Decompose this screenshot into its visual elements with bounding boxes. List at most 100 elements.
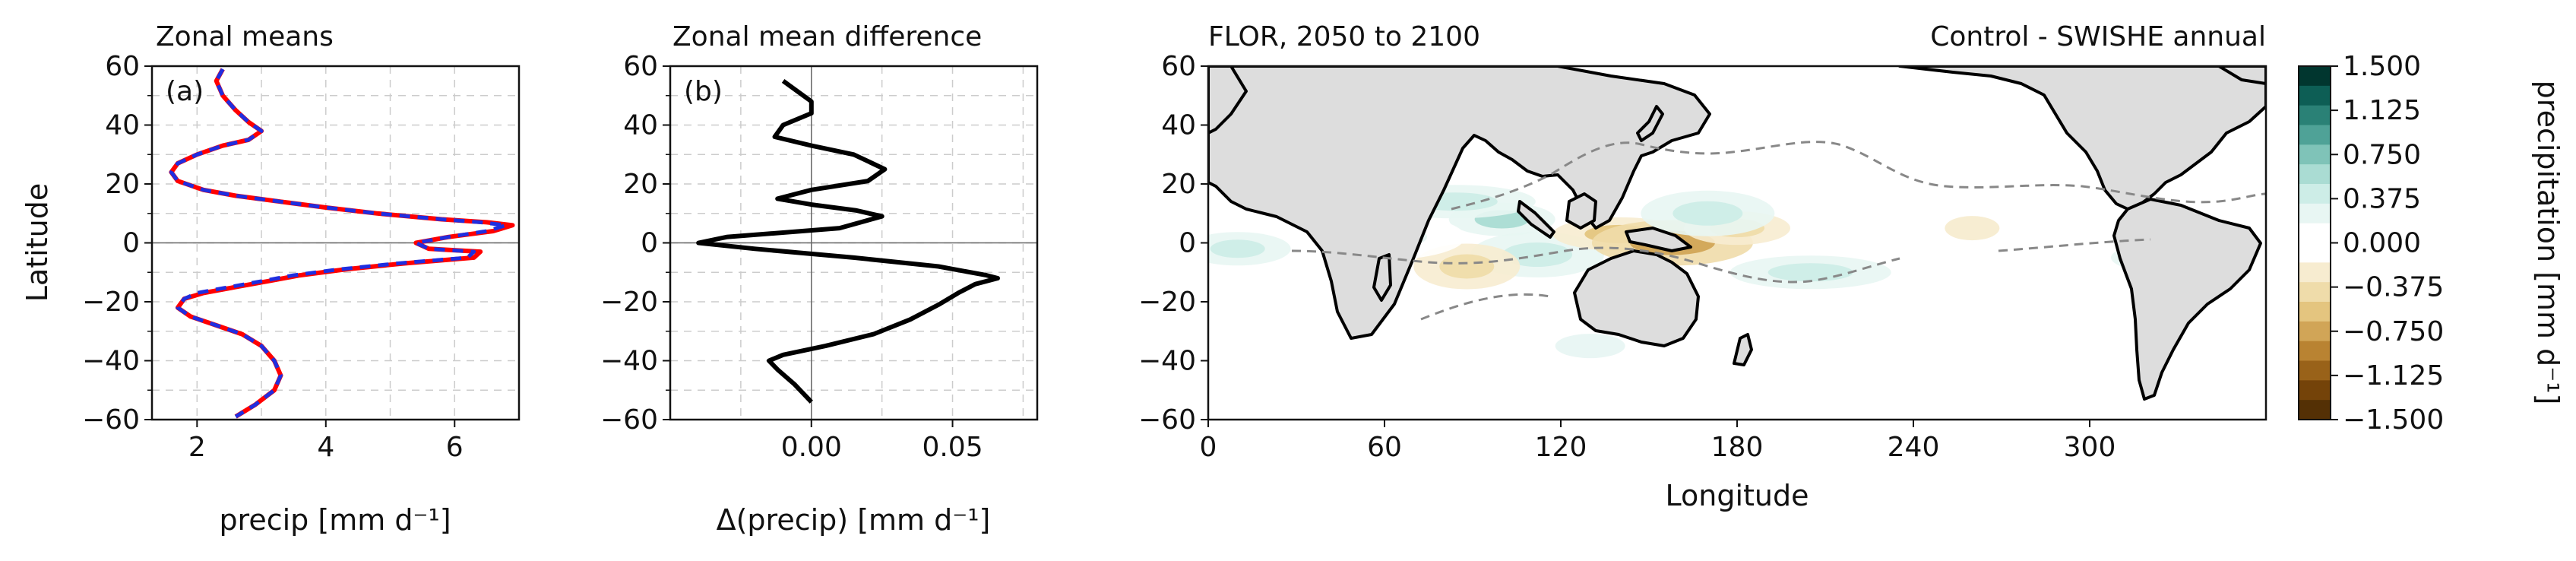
colorbar-block	[2299, 85, 2331, 106]
y-tick-label-c: −40	[1138, 346, 1196, 377]
series-group-a	[169, 68, 515, 419]
x-tick-label-c: 300	[2064, 432, 2116, 463]
colorbar-tick-label: −0.375	[2343, 272, 2444, 303]
colorbar-tick-label: 0.000	[2343, 228, 2421, 259]
ticks-c: 0 60 120 180 240 300 −60 −40 −20 0 20 40 60	[1138, 51, 2116, 463]
x-tick-label-b: 0.00	[781, 432, 842, 463]
continent-africa-eurasia	[1208, 66, 1711, 340]
colorbar-tick-label: 0.750	[2343, 139, 2421, 170]
colorbar-tick-label: 1.125	[2343, 95, 2421, 126]
contour-east-pacific	[1998, 238, 2151, 252]
colorbar-block	[2299, 66, 2331, 87]
island-new-zealand	[1733, 333, 1753, 366]
xlabel-b: Δ(precip) [mm d⁻¹]	[717, 503, 991, 537]
contour-south-west	[1420, 293, 1551, 321]
colorbar-blocks	[2299, 66, 2331, 420]
y-tick-label-c: 40	[1161, 110, 1196, 141]
continent-arabia-shape	[1208, 66, 1248, 135]
y-tick-label-a: −20	[82, 287, 140, 318]
ticks-a: −60 −40 −20 0 20 40 60 2 4 6	[82, 51, 464, 463]
colorbar-tick-label: −1.125	[2343, 360, 2444, 391]
colorbar-block	[2299, 341, 2331, 361]
y-tick-label-a: 0	[122, 228, 140, 259]
x-tick-label-c: 180	[1711, 432, 1764, 463]
continent-australia	[1573, 249, 1700, 347]
contour-north	[1451, 141, 2266, 211]
x-tick-label-b: 0.05	[922, 432, 983, 463]
colorbar-block	[2299, 242, 2331, 263]
colorbar-tick-label: 1.500	[2343, 51, 2421, 82]
x-tick-label-c: 120	[1535, 432, 1587, 463]
series-line-a-1	[169, 68, 508, 419]
y-tick-label-c: 20	[1161, 169, 1196, 200]
series-line-b-0	[696, 78, 1000, 404]
y-tick-label-b: 40	[623, 110, 658, 141]
colorbar-block	[2299, 223, 2331, 243]
colorbar-block	[2299, 321, 2331, 342]
y-tick-label-c: 60	[1161, 51, 1196, 82]
colorbar-block	[2299, 164, 2331, 185]
continent-south-america	[2112, 198, 2262, 401]
y-tick-label-b: 20	[623, 169, 658, 200]
xlabel-a: precip [mm d⁻¹]	[219, 503, 451, 537]
colorbar-tick-label: 0.375	[2343, 183, 2421, 214]
title-b: Zonal mean difference	[672, 21, 982, 52]
colorbar-block	[2299, 302, 2331, 322]
colorbar-block	[2299, 262, 2331, 283]
island-sumatra	[1517, 200, 1555, 239]
colorbar-block	[2299, 105, 2331, 125]
y-tick-label-a: 40	[105, 110, 140, 141]
colorbar-block	[2299, 360, 2331, 381]
x-tick-label-a: 2	[188, 432, 206, 463]
x-tick-label-a: 4	[317, 432, 334, 463]
precip-region-core	[1673, 201, 1743, 226]
y-tick-label-c: 0	[1179, 228, 1196, 259]
ticks-b: −60 −40 −20 0 20 40 60 0.00 0.05	[600, 51, 983, 463]
precip-region-core	[1945, 216, 2000, 241]
y-tick-label-a: −60	[82, 404, 140, 436]
y-tick-label-b: 0	[641, 228, 658, 259]
panel-zonal-mean-difference: −60 −40 −20 0 20 40 60 0.00 0.05 Zonal mean diff…	[600, 21, 1039, 537]
title-c-right: Control - SWISHE annual	[1930, 21, 2266, 52]
colorbar-tick-label: −1.500	[2343, 404, 2444, 436]
series-group-b	[696, 78, 1000, 404]
colorbar-block	[2299, 125, 2331, 145]
colorbar-block	[2299, 203, 2331, 224]
panel-label-a: (a)	[166, 76, 204, 107]
x-tick-label-c: 60	[1367, 432, 1402, 463]
colorbar-block	[2299, 400, 2331, 420]
island-madagascar	[1372, 253, 1392, 302]
island-greenland-edge	[2217, 66, 2266, 85]
island-borneo	[1565, 192, 1597, 230]
y-tick-label-a: 20	[105, 169, 140, 200]
y-tick-label-a: −40	[82, 346, 140, 377]
island-japan	[1636, 105, 1664, 142]
y-tick-label-c: −60	[1138, 404, 1196, 436]
island-new-guinea	[1625, 227, 1692, 252]
precip-region-core	[1555, 334, 1625, 359]
colorbar: 1.500 1.125 0.750 0.375 0.000 −0.375 −0.750 −1.…	[2298, 51, 2565, 436]
y-tick-label-b: −60	[600, 404, 658, 436]
land-masses	[1208, 66, 2266, 401]
title-a: Zonal means	[156, 21, 334, 52]
y-tick-label-b: −20	[600, 287, 658, 318]
colorbar-tick-label: −0.750	[2343, 316, 2444, 347]
colorbar-ticks: 1.500 1.125 0.750 0.375 0.000 −0.375 −0.750 −1.…	[2331, 51, 2444, 436]
colorbar-block	[2299, 184, 2331, 204]
x-tick-label-c: 0	[1200, 432, 1217, 463]
y-tick-label-b: −40	[600, 346, 658, 377]
panel-zonal-means: −60 −40 −20 0 20 40 60 2 4 6 Zonal means (a) prec…	[21, 21, 521, 537]
xlabel-c: Longitude	[1666, 479, 1809, 512]
x-tick-label-c: 240	[1888, 432, 1940, 463]
panel-label-b: (b)	[684, 76, 723, 107]
colorbar-block	[2299, 282, 2331, 303]
precip-region-core	[1767, 263, 1853, 282]
title-c: FLOR, 2050 to 2100	[1208, 21, 1480, 52]
colorbar-block	[2299, 144, 2331, 165]
panel-map: 0 60 120 180 240 300 −60 −40 −20 0 20 40 60 FLOR, 20…	[1138, 21, 2267, 512]
precip-region-core	[1439, 254, 1495, 279]
contour-south	[1291, 246, 1900, 284]
x-tick-label-a: 6	[446, 432, 464, 463]
precip-region-core	[1210, 239, 1265, 258]
